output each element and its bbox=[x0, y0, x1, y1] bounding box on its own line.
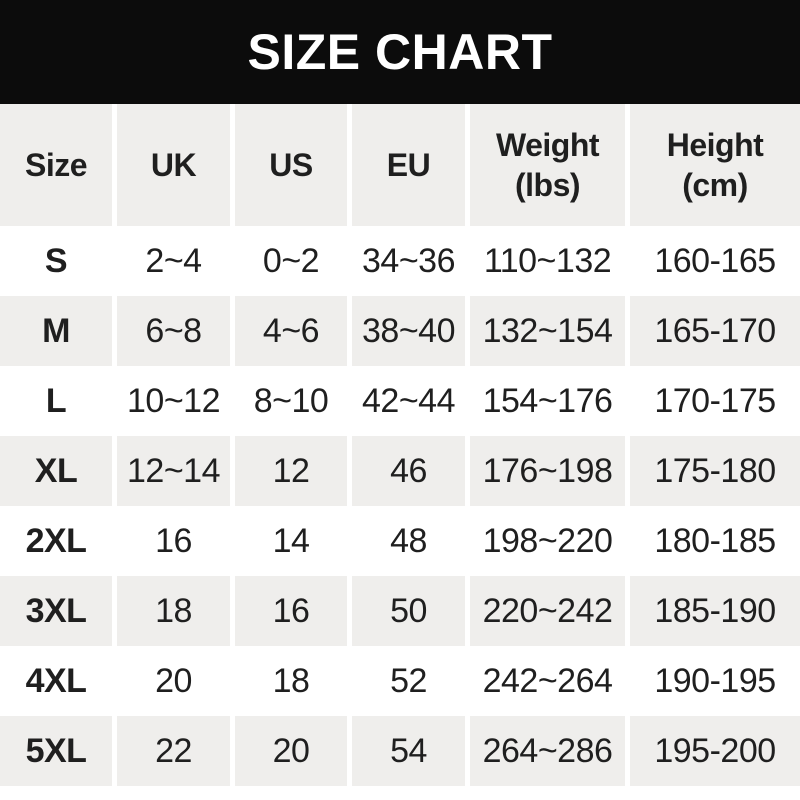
height-cell: 180-185 bbox=[625, 506, 800, 576]
size-cell: M bbox=[0, 296, 112, 366]
table-header: Size UK US EU Weight (lbs) Height (cm) bbox=[0, 104, 800, 226]
table-row: 4XL 20 18 52 242~264 190-195 bbox=[0, 646, 800, 716]
weight-cell: 110~132 bbox=[465, 226, 625, 296]
size-chart-table: Size UK US EU Weight (lbs) Height (cm) S… bbox=[0, 104, 800, 786]
table-row: XL 12~14 12 46 176~198 175-180 bbox=[0, 436, 800, 506]
uk-cell: 10~12 bbox=[112, 366, 230, 436]
weight-cell: 132~154 bbox=[465, 296, 625, 366]
weight-cell: 242~264 bbox=[465, 646, 625, 716]
table-row: 2XL 16 14 48 198~220 180-185 bbox=[0, 506, 800, 576]
size-cell: XL bbox=[0, 436, 112, 506]
us-cell: 12 bbox=[230, 436, 347, 506]
column-header-eu: EU bbox=[347, 104, 465, 226]
height-cell: 160-165 bbox=[625, 226, 800, 296]
height-cell: 165-170 bbox=[625, 296, 800, 366]
eu-cell: 54 bbox=[347, 716, 465, 786]
uk-cell: 20 bbox=[112, 646, 230, 716]
height-cell: 190-195 bbox=[625, 646, 800, 716]
page-title: SIZE CHART bbox=[247, 24, 553, 80]
table-row: M 6~8 4~6 38~40 132~154 165-170 bbox=[0, 296, 800, 366]
us-cell: 20 bbox=[230, 716, 347, 786]
eu-cell: 42~44 bbox=[347, 366, 465, 436]
us-cell: 18 bbox=[230, 646, 347, 716]
table-body: S 2~4 0~2 34~36 110~132 160-165 M 6~8 4~… bbox=[0, 226, 800, 786]
eu-cell: 38~40 bbox=[347, 296, 465, 366]
title-banner: SIZE CHART bbox=[0, 0, 800, 104]
eu-cell: 34~36 bbox=[347, 226, 465, 296]
size-cell: S bbox=[0, 226, 112, 296]
header-row: Size UK US EU Weight (lbs) Height (cm) bbox=[0, 104, 800, 226]
size-cell: 4XL bbox=[0, 646, 112, 716]
size-cell: L bbox=[0, 366, 112, 436]
us-cell: 4~6 bbox=[230, 296, 347, 366]
uk-cell: 22 bbox=[112, 716, 230, 786]
eu-cell: 48 bbox=[347, 506, 465, 576]
uk-cell: 16 bbox=[112, 506, 230, 576]
weight-cell: 154~176 bbox=[465, 366, 625, 436]
weight-cell: 198~220 bbox=[465, 506, 625, 576]
size-cell: 3XL bbox=[0, 576, 112, 646]
us-cell: 16 bbox=[230, 576, 347, 646]
column-header-size: Size bbox=[0, 104, 112, 226]
weight-cell: 220~242 bbox=[465, 576, 625, 646]
column-header-weight: Weight (lbs) bbox=[465, 104, 625, 226]
weight-cell: 176~198 bbox=[465, 436, 625, 506]
weight-cell: 264~286 bbox=[465, 716, 625, 786]
size-cell: 2XL bbox=[0, 506, 112, 576]
column-header-height: Height (cm) bbox=[625, 104, 800, 226]
table-row: 5XL 22 20 54 264~286 195-200 bbox=[0, 716, 800, 786]
us-cell: 0~2 bbox=[230, 226, 347, 296]
uk-cell: 2~4 bbox=[112, 226, 230, 296]
size-cell: 5XL bbox=[0, 716, 112, 786]
us-cell: 14 bbox=[230, 506, 347, 576]
height-cell: 175-180 bbox=[625, 436, 800, 506]
eu-cell: 50 bbox=[347, 576, 465, 646]
column-header-uk: UK bbox=[112, 104, 230, 226]
uk-cell: 12~14 bbox=[112, 436, 230, 506]
table-row: L 10~12 8~10 42~44 154~176 170-175 bbox=[0, 366, 800, 436]
height-cell: 170-175 bbox=[625, 366, 800, 436]
uk-cell: 18 bbox=[112, 576, 230, 646]
us-cell: 8~10 bbox=[230, 366, 347, 436]
eu-cell: 46 bbox=[347, 436, 465, 506]
uk-cell: 6~8 bbox=[112, 296, 230, 366]
table-row: S 2~4 0~2 34~36 110~132 160-165 bbox=[0, 226, 800, 296]
table-row: 3XL 18 16 50 220~242 185-190 bbox=[0, 576, 800, 646]
eu-cell: 52 bbox=[347, 646, 465, 716]
column-header-us: US bbox=[230, 104, 347, 226]
height-cell: 185-190 bbox=[625, 576, 800, 646]
height-cell: 195-200 bbox=[625, 716, 800, 786]
